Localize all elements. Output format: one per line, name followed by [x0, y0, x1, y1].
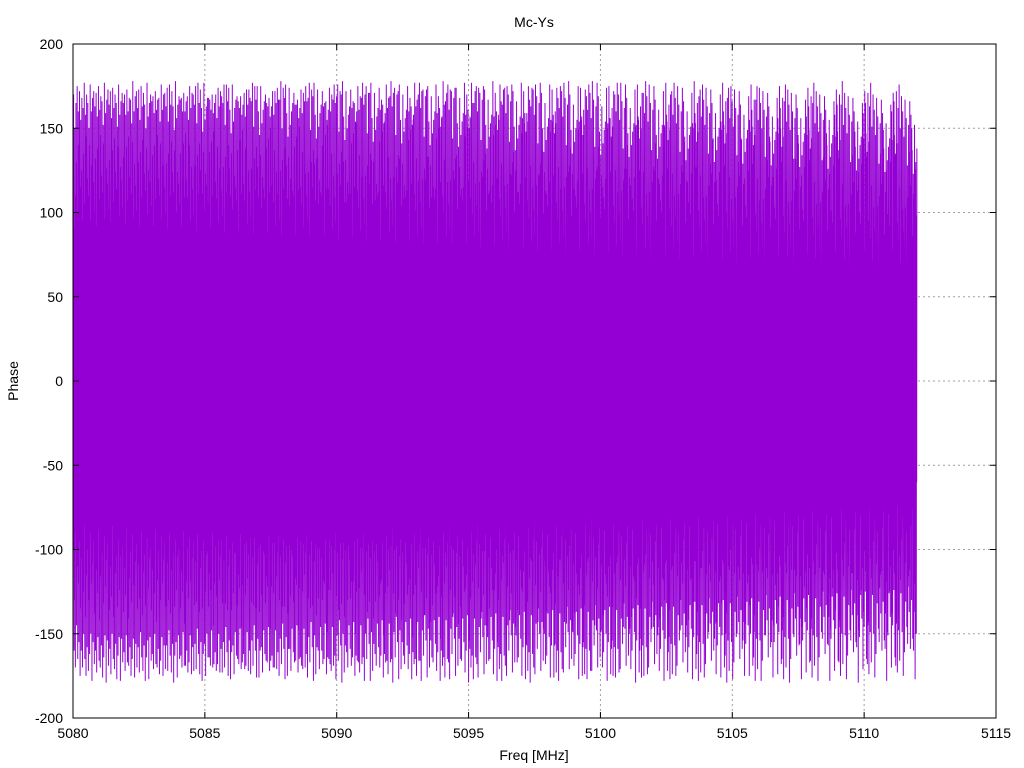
y-tick-label: -50	[43, 457, 63, 473]
x-tick-label: 5110	[849, 725, 879, 741]
y-tick-label: 200	[40, 36, 64, 52]
x-axis-label: Freq [MHz]	[499, 747, 568, 763]
y-tick-label: 100	[40, 205, 64, 221]
y-tick-labels: -200 -150 -100 -50 0 50 100 150 200	[35, 36, 63, 726]
y-tick-label: -200	[35, 710, 63, 726]
ticks	[72, 43, 997, 719]
x-tick-label: 5080	[57, 725, 88, 741]
series-line-0	[72, 81, 918, 683]
y-tick-label: 150	[40, 120, 64, 136]
series-layer	[72, 81, 918, 683]
x-tick-label: 5105	[717, 725, 748, 741]
x-tick-label: 5100	[585, 725, 616, 741]
y-tick-label: -100	[35, 542, 63, 558]
x-tick-labels: 5080 5085 5090 5095 5100 5105 5110 5115	[57, 725, 1011, 741]
x-tick-label: 5090	[321, 725, 352, 741]
chart-title: Mc-Ys	[514, 14, 554, 30]
x-tick-label: 5095	[453, 725, 484, 741]
x-tick-label: 5085	[189, 725, 220, 741]
y-axis-label: Phase	[5, 361, 21, 401]
y-tick-label: 0	[55, 373, 63, 389]
x-tick-label: 5115	[981, 725, 1011, 741]
y-tick-label: 50	[47, 289, 63, 305]
y-tick-label: -150	[35, 626, 63, 642]
